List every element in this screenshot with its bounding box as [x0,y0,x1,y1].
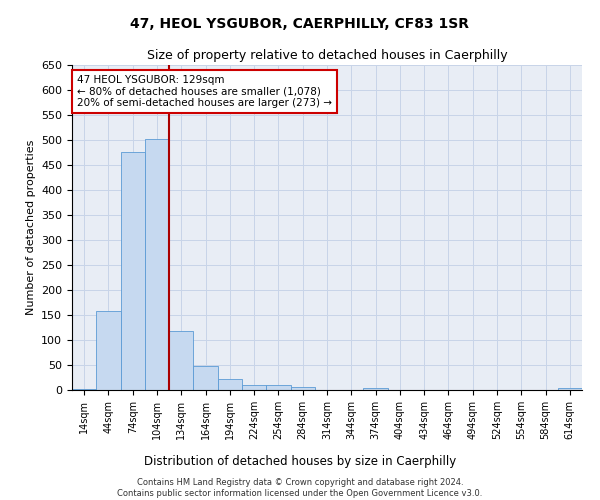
Bar [266,385,290,390]
Bar [364,388,388,390]
Text: Distribution of detached houses by size in Caerphilly: Distribution of detached houses by size … [144,455,456,468]
Text: 47, HEOL YSGUBOR, CAERPHILLY, CF83 1SR: 47, HEOL YSGUBOR, CAERPHILLY, CF83 1SR [131,18,470,32]
Text: 47 HEOL YSGUBOR: 129sqm
← 80% of detached houses are smaller (1,078)
20% of semi: 47 HEOL YSGUBOR: 129sqm ← 80% of detache… [77,74,332,108]
Bar [72,388,96,390]
Bar [121,152,145,390]
Title: Size of property relative to detached houses in Caerphilly: Size of property relative to detached ho… [146,50,508,62]
Bar [193,366,218,390]
Y-axis label: Number of detached properties: Number of detached properties [26,140,35,315]
Bar [169,330,193,390]
Bar [145,138,169,390]
Bar [558,388,582,390]
Bar [242,384,266,390]
Text: Contains HM Land Registry data © Crown copyright and database right 2024.
Contai: Contains HM Land Registry data © Crown c… [118,478,482,498]
Bar [218,379,242,390]
Bar [290,386,315,390]
Bar [96,311,121,390]
